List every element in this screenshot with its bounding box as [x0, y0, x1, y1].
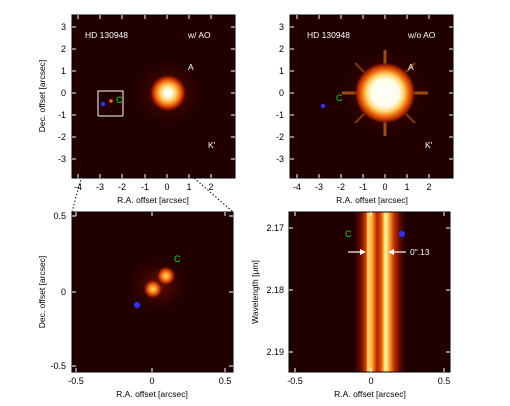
- target-name: HD 130948: [307, 30, 350, 40]
- zoom-connectors: [71, 115, 234, 213]
- x-ticks: -4 -3 -2 -1 0 1 2: [74, 182, 214, 192]
- zoom-box: [97, 90, 124, 117]
- panel-bottom-right: C 0".13 -0.5 0 0.5 2.17 2.18 2.19 R.A. o…: [250, 211, 451, 399]
- x-ticks: -0.5 0 0.5: [68, 376, 231, 386]
- x-tick: -2: [118, 182, 126, 192]
- panel-top-left: HD 130948 w/ AO A C K' -4 -3 -2 -1 0 1 2…: [37, 14, 236, 205]
- y-tick: 3: [61, 22, 66, 32]
- x-tick: 0.5: [438, 376, 451, 386]
- x-axis-label: R.A. offset [arcsec]: [117, 195, 189, 205]
- companion-b-blob: [143, 279, 163, 299]
- y-ticks: 0.5 0 -0.5: [50, 211, 66, 371]
- primary-star-a: [354, 62, 416, 124]
- separation-label: 0".13: [410, 247, 430, 257]
- x-ticks: -0.5 0 0.5: [287, 376, 450, 386]
- label-a: A: [408, 62, 414, 72]
- marker-b-dot: [320, 103, 326, 109]
- x-axis-label: R.A. offset [arcsec]: [116, 389, 188, 399]
- marker-b-dot: [134, 302, 140, 308]
- label-c: C: [336, 93, 343, 103]
- x-tick: -4: [293, 182, 301, 192]
- y-tick: 2: [61, 44, 66, 54]
- spectral-trace: [355, 212, 405, 372]
- companion-c-blob: [156, 266, 176, 286]
- y-axis-label: Wavelength [μm]: [250, 260, 260, 324]
- y-tick: 0: [279, 88, 284, 98]
- x-tick: -3: [96, 182, 104, 192]
- band-label: K': [208, 140, 216, 150]
- y-axis-label: Dec. offset [arcsec]: [37, 60, 47, 133]
- target-name: HD 130948: [85, 30, 128, 40]
- label-c: C: [345, 229, 352, 239]
- y-tick: -2: [276, 132, 284, 142]
- companion-c-dot: [109, 99, 113, 103]
- x-tick: 2: [208, 182, 213, 192]
- y-tick: 2.18: [266, 285, 284, 295]
- y-tick: 1: [279, 66, 284, 76]
- connector-left: [71, 115, 99, 213]
- label-c: C: [116, 95, 123, 105]
- y-ticks: 3 2 1 0 -1 -2 -3: [276, 22, 284, 164]
- frame: [289, 14, 454, 179]
- y-tick: -1: [276, 110, 284, 120]
- x-axis-label: R.A. offset [arcsec]: [336, 195, 408, 205]
- star-core: [165, 90, 171, 96]
- y-tick: 0: [61, 287, 66, 297]
- frame: [71, 14, 236, 179]
- label-c: C: [174, 254, 181, 264]
- ao-mode-label: w/ AO: [187, 30, 211, 40]
- x-tick: -0.5: [68, 376, 84, 386]
- separation-arrows: [348, 249, 406, 255]
- frame: [288, 211, 451, 373]
- y-tick: -1: [58, 110, 66, 120]
- x-tick: -0.5: [287, 376, 303, 386]
- y-tick: -3: [276, 154, 284, 164]
- y-tick: 3: [279, 22, 284, 32]
- y-tick: 1: [61, 66, 66, 76]
- x-tick: 0: [149, 376, 154, 386]
- tick-marks: [72, 15, 453, 372]
- x-ticks: -4 -3 -2 -1 0 1 2: [293, 182, 432, 192]
- x-tick: -3: [315, 182, 323, 192]
- panel-bottom-left: C -0.5 0 0.5 0.5 0 -0.5 R.A. offset [arc…: [37, 211, 234, 399]
- ao-mode-label: w/o AO: [407, 30, 436, 40]
- x-tick: 0: [382, 182, 387, 192]
- x-tick: -4: [74, 182, 82, 192]
- x-tick: -2: [337, 182, 345, 192]
- y-tick: 2.19: [266, 347, 284, 357]
- x-tick: 0: [164, 182, 169, 192]
- band-label: K': [425, 140, 433, 150]
- y-axis-label: Dec. offset [arcsec]: [37, 256, 47, 329]
- x-tick: 1: [404, 182, 409, 192]
- x-tick: -1: [141, 182, 149, 192]
- x-tick: 2: [426, 182, 431, 192]
- x-tick: 1: [186, 182, 191, 192]
- y-tick: 0: [61, 88, 66, 98]
- marker-b-dot: [100, 101, 106, 107]
- x-tick: -1: [359, 182, 367, 192]
- y-tick: -0.5: [50, 361, 66, 371]
- panel-top-right: HD 130948 w/o AO A C K' -4 -3 -2 -1 0 1 …: [276, 14, 454, 205]
- y-tick: -2: [58, 132, 66, 142]
- y-tick: 2.17: [266, 223, 284, 233]
- x-axis-label: R.A. offset [arcsec]: [334, 389, 406, 399]
- y-tick: 2: [279, 44, 284, 54]
- y-tick: -3: [58, 154, 66, 164]
- marker-b-dot: [399, 231, 405, 237]
- y-ticks: 2.17 2.18 2.19: [266, 223, 284, 357]
- y-tick: 0.5: [53, 211, 66, 221]
- x-tick: 0: [368, 376, 373, 386]
- label-a: A: [188, 62, 194, 72]
- x-tick: 0.5: [219, 376, 232, 386]
- y-ticks: 3 2 1 0 -1 -2 -3: [58, 22, 66, 164]
